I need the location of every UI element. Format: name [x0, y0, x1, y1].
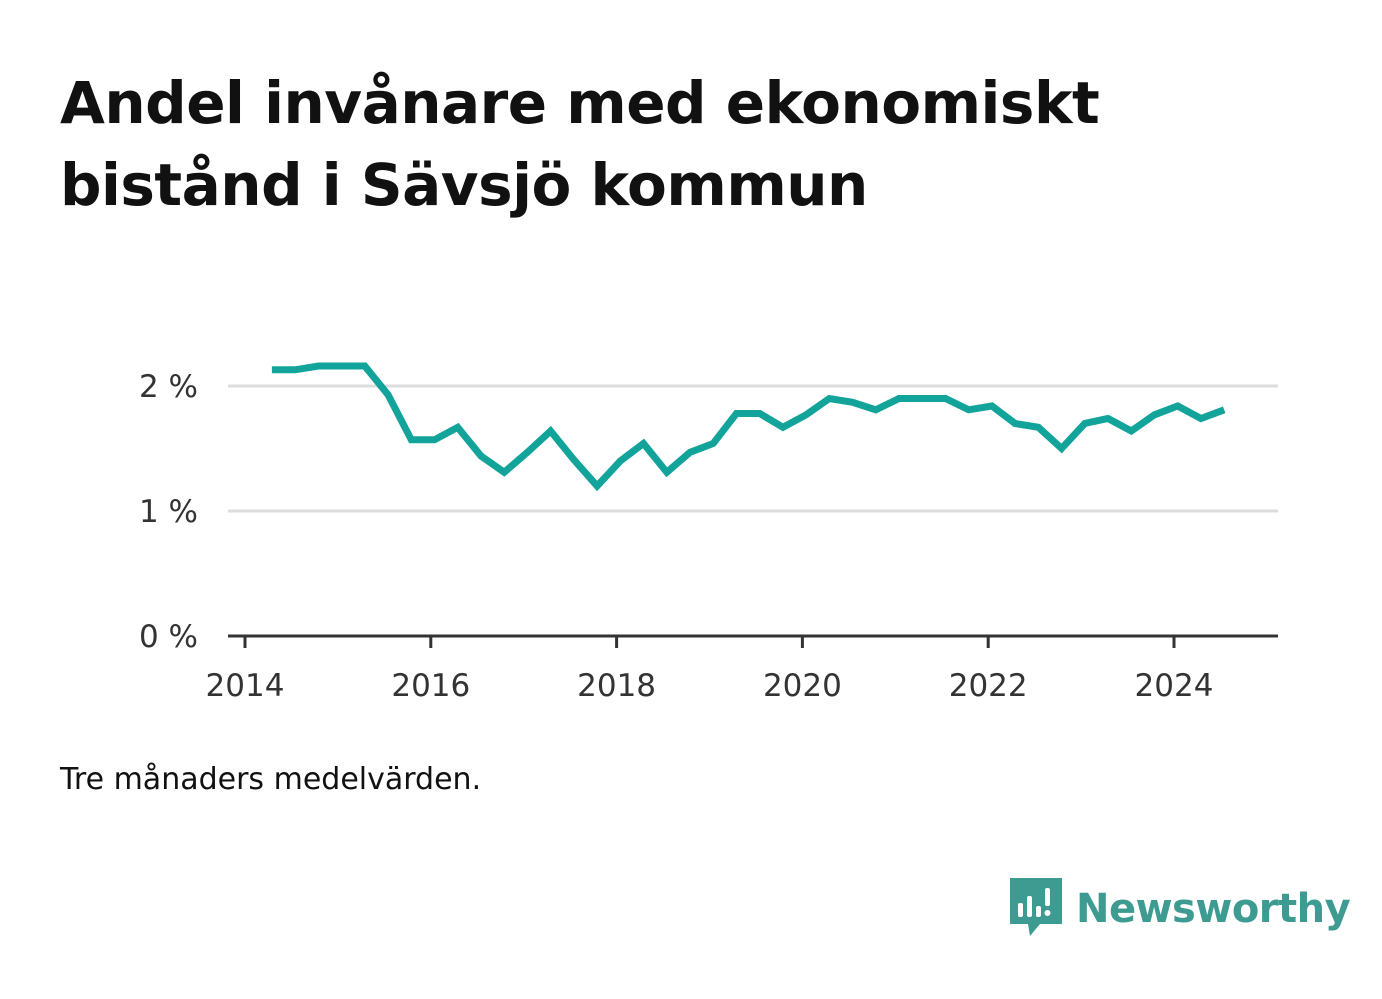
x-axis: 2014 2016 2018 2020 2022 2024 — [206, 634, 1278, 704]
chart-footnote: Tre månaders medelvärden. — [60, 762, 482, 797]
series — [271, 362, 1226, 492]
y-tick-label: 0 % — [139, 619, 198, 655]
y-tick-label: 1 % — [139, 494, 198, 530]
x-tick-label: 2022 — [949, 668, 1028, 704]
x-tick-label: 2024 — [1135, 668, 1214, 704]
x-tick-label: 2018 — [577, 668, 656, 704]
y-tick-label: 2 % — [139, 369, 198, 405]
x-tick-label: 2016 — [391, 668, 470, 704]
series-line-0 — [271, 362, 1226, 492]
y-axis-labels: 0 % 1 % 2 % — [139, 369, 198, 655]
gridlines — [228, 384, 1278, 513]
bar-chart-speech-bubble-icon — [1010, 878, 1062, 936]
x-tick-label: 2014 — [206, 668, 285, 704]
chart-title: Andel invånare med ekonomiskt bistånd i … — [60, 69, 1100, 219]
brand-logo[interactable]: Newsworthy — [1010, 878, 1351, 940]
x-tick-label: 2020 — [763, 668, 842, 704]
brand-name: Newsworthy — [1076, 886, 1351, 932]
